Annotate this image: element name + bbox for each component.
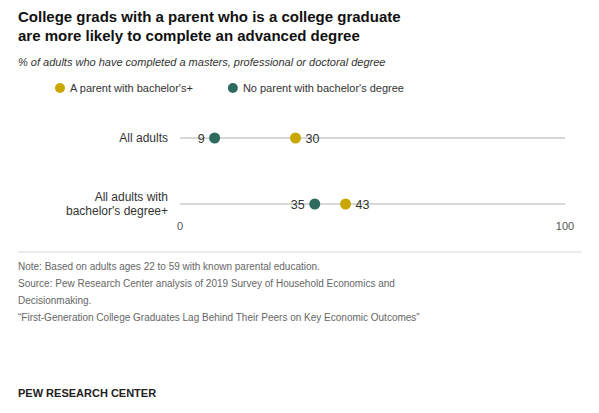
chart: College grads with a parent who is a col… bbox=[0, 0, 599, 413]
x-tick-label: 100 bbox=[556, 220, 574, 232]
category-label: All adults bbox=[119, 131, 168, 145]
note: Note: Based on adults ages 22 to 59 with… bbox=[18, 261, 320, 272]
legend: A parent with bachelor's+ No parent with … bbox=[55, 82, 404, 94]
dot bbox=[209, 133, 220, 144]
legend-label: No parent with bachelor's degree bbox=[243, 82, 404, 94]
row-line bbox=[180, 138, 565, 139]
note: Source: Pew Research Center analysis of … bbox=[18, 278, 395, 289]
legend-swatch bbox=[228, 83, 238, 93]
marks bbox=[209, 133, 351, 210]
data-label: 43 bbox=[356, 198, 370, 212]
data-label: 30 bbox=[306, 132, 320, 146]
legend-swatch bbox=[55, 83, 65, 93]
dot bbox=[309, 199, 320, 210]
data-label: 9 bbox=[198, 132, 205, 146]
background bbox=[0, 0, 599, 413]
data-label: 35 bbox=[291, 198, 305, 212]
legend-label: A parent with bachelor's+ bbox=[70, 82, 193, 94]
source-label: PEW RESEARCH CENTER bbox=[18, 387, 156, 399]
category-label: All adults withbachelor's degree+ bbox=[66, 190, 168, 218]
row-line bbox=[180, 204, 565, 205]
note: “First-Generation College Graduates Lag … bbox=[18, 312, 420, 323]
dot bbox=[290, 133, 301, 144]
dot bbox=[340, 199, 351, 210]
data-labels: 30 9 43 35 bbox=[198, 132, 370, 212]
note: Decisionmaking. bbox=[18, 295, 91, 306]
x-tick-label: 0 bbox=[177, 220, 183, 232]
subtitle: % of adults who have completed a masters… bbox=[18, 56, 385, 68]
title: College grads with a parent who is a col… bbox=[18, 8, 401, 44]
separator bbox=[18, 252, 581, 253]
